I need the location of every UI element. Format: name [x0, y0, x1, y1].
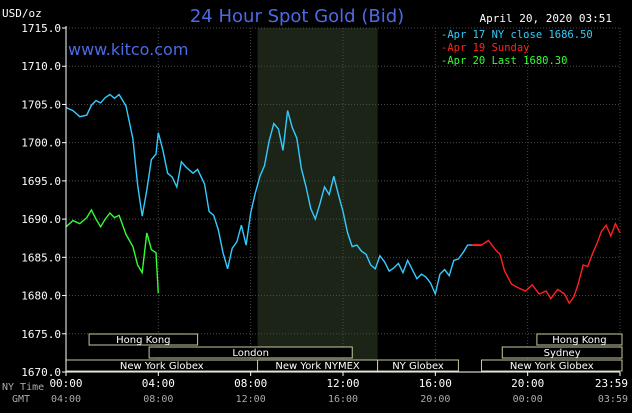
y-tick-label: 1710.0	[21, 60, 61, 73]
session-bar: Sydney	[501, 346, 623, 359]
x-tick-label-gmt: 16:00	[328, 394, 358, 405]
session-label: New York NYMEX	[275, 361, 360, 372]
y-tick-label: 1705.0	[21, 98, 61, 111]
session-bar: New York Globex	[481, 359, 623, 372]
session-label: NY Globex	[392, 361, 444, 372]
x-tick-label-gmt: 04:00	[51, 394, 81, 405]
session-label: Sydney	[544, 348, 581, 359]
y-tick-label: 1695.0	[21, 175, 61, 188]
session-box	[481, 359, 623, 372]
session-box	[377, 359, 459, 372]
y-tick-label: 1700.0	[21, 137, 61, 150]
y-tick-label: 1715.0	[21, 22, 61, 35]
session-label: New York Globex	[510, 361, 594, 372]
x-tick-label-ny: 23:59	[595, 377, 628, 390]
y-tick-label: 1685.0	[21, 251, 61, 264]
session-label: New York Globex	[120, 361, 204, 372]
session-bar: Hong Kong	[536, 333, 623, 346]
legend-entry: -Apr 20 Last 1680.30	[441, 55, 567, 67]
x-tick-label-ny: 12:00	[326, 377, 359, 390]
legend: -Apr 17 NY close 1686.50-Apr 19 Sunday-A…	[441, 29, 593, 67]
y-tick-label: 1690.0	[21, 213, 61, 226]
trading-sessions: Hong Kong London New York Globex New York N…	[65, 333, 623, 372]
legend-entry: -Apr 19 Sunday	[441, 42, 530, 54]
session-label: Hong Kong	[116, 335, 170, 346]
session-bar: New York NYMEX	[257, 359, 379, 372]
session-bar: NY Globex	[377, 359, 459, 372]
x-tick-label-gmt: 00:00	[513, 394, 543, 405]
legend-entry: -Apr 17 NY close 1686.50	[441, 29, 593, 41]
session-bar: London	[148, 346, 353, 359]
x-tick-label-ny: 00:00	[49, 377, 82, 390]
session-box	[536, 333, 623, 346]
chart-title: 24 Hour Spot Gold (Bid)	[190, 6, 404, 27]
session-bar: Hong Kong	[88, 333, 199, 346]
brand-label: www.kitco.com	[68, 40, 188, 59]
x-tick-label-gmt: 08:00	[143, 394, 173, 405]
x-tick-label-ny: 04:00	[142, 377, 175, 390]
x-tick-label-ny: 20:00	[511, 377, 544, 390]
session-label: Hong Kong	[552, 335, 606, 346]
axes: 1715.0 1710.0 1705.0 1700.0 1695.0 1690.0 1685…	[21, 22, 628, 405]
session-bar: New York Globex	[65, 359, 259, 372]
x-axis-ny-title: NY Time	[2, 382, 44, 393]
session-box	[501, 346, 623, 359]
x-tick-label-gmt: 03:59	[598, 394, 628, 405]
x-tick-label-ny: 08:00	[234, 377, 267, 390]
y-tick-label: 1670.0	[21, 366, 61, 379]
price-series	[65, 93, 621, 305]
series-line	[481, 221, 621, 305]
x-axis-gmt-title: GMT	[12, 394, 30, 405]
x-tick-label-gmt: 20:00	[420, 394, 450, 405]
series-line	[65, 208, 159, 294]
session-box	[88, 333, 199, 346]
session-box	[148, 346, 353, 359]
session-label: London	[232, 348, 269, 359]
date-label: April 20, 2020 03:51	[480, 12, 612, 25]
x-tick-label-ny: 16:00	[419, 377, 452, 390]
x-tick-label-gmt: 12:00	[236, 394, 266, 405]
y-axis-label: USD/oz	[2, 7, 42, 20]
nymex-shaded-region	[257, 28, 378, 372]
y-tick-label: 1680.0	[21, 290, 61, 303]
y-tick-label: 1675.0	[21, 328, 61, 341]
series-line	[65, 93, 473, 297]
